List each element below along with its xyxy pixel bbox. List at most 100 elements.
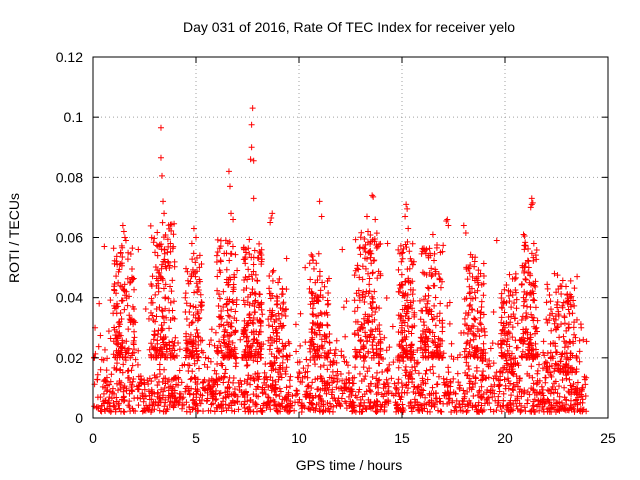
data-point (508, 392, 515, 399)
data-point (432, 268, 439, 275)
data-point (467, 289, 474, 296)
data-point (205, 407, 212, 414)
data-point (390, 359, 397, 366)
data-point (250, 336, 257, 343)
data-point (418, 344, 425, 351)
data-point (499, 369, 506, 376)
data-point (417, 381, 424, 388)
data-point (352, 236, 359, 243)
data-point (448, 353, 455, 360)
data-point (509, 334, 516, 341)
data-point (576, 358, 583, 365)
data-point (381, 334, 388, 341)
data-point (186, 404, 193, 411)
data-point (404, 353, 411, 360)
data-point (189, 266, 196, 273)
data-point (127, 408, 134, 415)
data-point (151, 331, 158, 338)
data-point (230, 216, 237, 223)
data-point (323, 309, 330, 316)
y-tick-label: 0.04 (56, 290, 83, 306)
data-point (308, 384, 315, 391)
data-point (463, 264, 470, 271)
data-point (441, 379, 448, 386)
data-point (506, 298, 513, 305)
data-point (554, 390, 561, 397)
data-point (470, 384, 477, 391)
data-point (183, 339, 190, 346)
data-point (245, 372, 252, 379)
data-point (435, 271, 442, 278)
data-point (505, 377, 512, 384)
data-point (395, 266, 402, 273)
data-point (356, 370, 363, 377)
data-point (494, 402, 501, 409)
data-point (466, 270, 473, 277)
data-point (420, 296, 427, 303)
data-point (297, 378, 304, 385)
data-point (142, 305, 149, 312)
data-point (113, 273, 120, 280)
data-point (583, 338, 590, 345)
data-point (254, 277, 261, 284)
data-point (469, 295, 476, 302)
data-point (137, 373, 144, 380)
data-point (234, 398, 241, 405)
data-point (214, 236, 221, 243)
data-point (198, 347, 205, 354)
data-point (148, 386, 155, 393)
data-point (392, 384, 399, 391)
data-point (465, 402, 472, 409)
data-point (480, 280, 487, 287)
data-point (407, 302, 414, 309)
data-point (331, 350, 338, 357)
data-point (132, 408, 139, 415)
data-point (419, 245, 426, 252)
data-point (275, 401, 282, 408)
data-point (274, 300, 281, 307)
data-point (518, 316, 525, 323)
data-point (306, 345, 313, 352)
data-point (115, 333, 122, 340)
data-point (211, 367, 218, 374)
data-point (378, 354, 385, 361)
data-point (546, 291, 553, 298)
data-point (280, 299, 287, 306)
data-point (541, 360, 548, 367)
data-point (311, 346, 318, 353)
data-point (316, 327, 323, 334)
data-point (464, 372, 471, 379)
data-point (393, 402, 400, 409)
data-point (271, 386, 278, 393)
data-point (414, 384, 421, 391)
data-point (130, 321, 137, 328)
data-point (219, 362, 226, 369)
data-point (471, 315, 478, 322)
data-point (154, 382, 161, 389)
data-point (447, 379, 454, 386)
data-point (426, 390, 433, 397)
data-point (506, 399, 513, 406)
data-point (157, 370, 164, 377)
x-tick-label: 10 (291, 430, 307, 446)
data-point (527, 331, 534, 338)
data-point (277, 320, 284, 327)
data-point (125, 374, 132, 381)
data-point (529, 314, 536, 321)
data-point (551, 368, 558, 375)
data-point (171, 390, 178, 397)
data-point (317, 321, 324, 328)
data-point (466, 397, 473, 404)
data-point (515, 362, 522, 369)
data-point (165, 295, 172, 302)
data-point (273, 392, 280, 399)
data-point (519, 262, 526, 269)
data-point (246, 312, 253, 319)
data-point (128, 367, 135, 374)
data-point (356, 274, 363, 281)
data-point (365, 249, 372, 256)
data-point (197, 291, 204, 298)
data-point (552, 402, 559, 409)
data-point (500, 390, 507, 397)
data-point (241, 351, 248, 358)
